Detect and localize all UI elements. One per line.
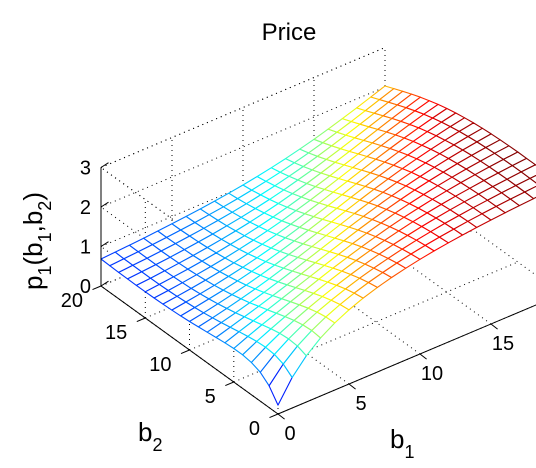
y-tick-label: 10 <box>149 354 171 376</box>
z-label-sub3: 2 <box>35 201 55 211</box>
z-tick-label: 2 <box>80 197 91 219</box>
y-tick-label: 5 <box>205 386 216 408</box>
x-tick-label: 5 <box>355 393 366 415</box>
y-tick <box>136 317 146 323</box>
y-axis-label-main: b <box>138 417 152 447</box>
surface-mesh <box>100 85 536 406</box>
y-axis-label-sub: 2 <box>152 435 162 455</box>
x-tick-label: 15 <box>492 333 514 355</box>
x-tick <box>277 413 285 420</box>
z-tick-label: 0 <box>80 276 91 298</box>
x-tick-label: 10 <box>421 363 443 385</box>
z-axis-label: p1(b1,b2) <box>18 192 55 290</box>
z-tick <box>100 162 109 168</box>
z-tick <box>100 201 109 208</box>
mesh-cell <box>524 185 536 200</box>
x-axis-label-sub: 1 <box>404 442 414 462</box>
y-tick <box>92 285 102 291</box>
z-tick-label: 3 <box>80 158 91 180</box>
z-label-b1: (b <box>18 242 48 265</box>
y-axis-label: b2 <box>138 417 162 455</box>
z-tick <box>100 280 109 287</box>
axes-box <box>92 162 536 420</box>
z-tick-label: 1 <box>80 237 91 259</box>
chart-title: Price <box>262 19 317 46</box>
y-tick-label: 15 <box>105 322 127 344</box>
y-tick-label: 20 <box>61 290 83 312</box>
z-tick <box>100 241 109 247</box>
x-tick <box>490 323 498 330</box>
x-axis-label-main: b <box>390 424 404 454</box>
mesh-cell <box>529 174 536 184</box>
tick-labels: 05101520051015200123 <box>61 158 514 446</box>
y-tick <box>225 381 234 387</box>
z-label-p: p <box>18 276 48 290</box>
x-axis-label: b1 <box>390 424 414 462</box>
y-tick <box>180 349 190 355</box>
y-tick-label: 0 <box>249 418 260 440</box>
z-label-close: ) <box>18 192 48 201</box>
z-label-sub2: 1 <box>35 232 55 242</box>
x-tick <box>419 353 427 360</box>
x-tick-label: 0 <box>284 423 295 445</box>
z-label-sub1: 1 <box>35 266 55 276</box>
z-label-b2: ,b <box>18 211 48 233</box>
y-tick <box>269 413 279 419</box>
x-tick <box>348 383 356 390</box>
